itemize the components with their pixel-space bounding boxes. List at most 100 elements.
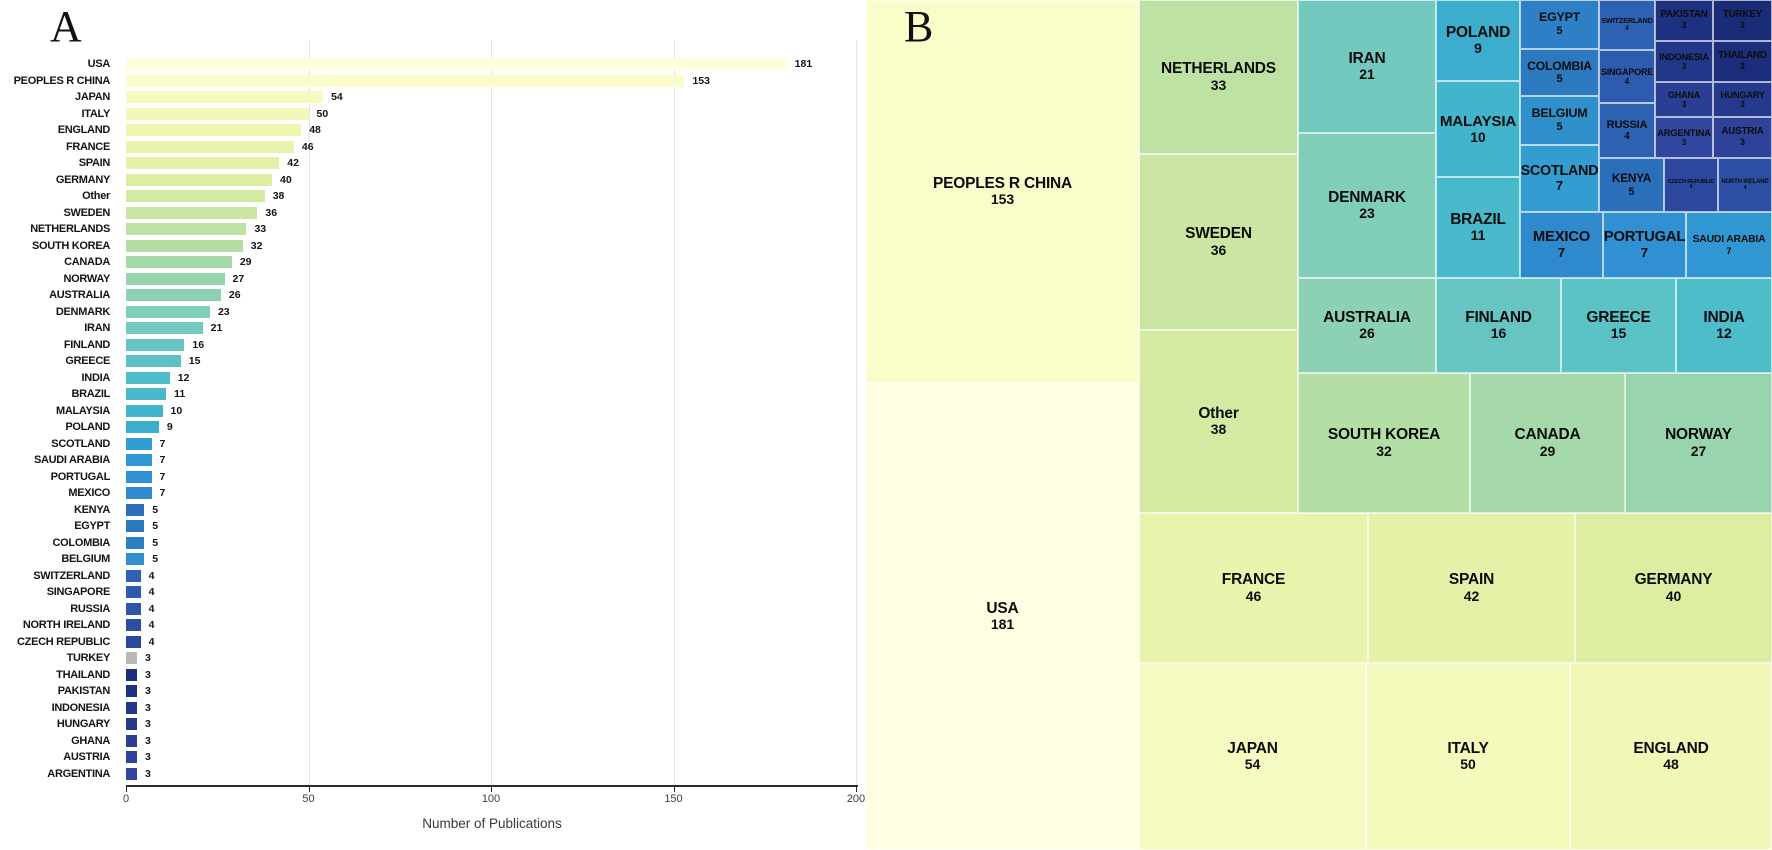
bar-value-label: 32: [250, 239, 263, 252]
tile-value-label: 5: [1556, 25, 1563, 38]
tile-value-label: 11: [1470, 227, 1486, 244]
bar-track: 9: [126, 419, 866, 436]
bar: [126, 239, 243, 252]
bar: [126, 124, 302, 137]
bar-value-label: 7: [159, 437, 166, 450]
panel-a-label: A: [50, 2, 82, 51]
bar-row: SCOTLAND 7: [0, 436, 866, 453]
bar-row: GHANA 3: [0, 733, 866, 750]
bar-value-label: 3: [144, 668, 151, 681]
bar-row: KENYA 5: [0, 502, 866, 519]
treemap-tile-kenya: KENYA 5: [1599, 158, 1664, 212]
bar: [126, 536, 145, 549]
gridline: [856, 40, 857, 785]
bar-value-label: 7: [159, 470, 166, 483]
bar-row: ENGLAND 48: [0, 122, 866, 139]
bar-row: DENMARK 23: [0, 304, 866, 321]
tile-country-label: EGYPT: [1539, 10, 1580, 25]
bar-track: 7: [126, 469, 866, 486]
tile-value-label: 3: [1740, 137, 1745, 147]
panel-a-bar-chart: A USA 181 PEOPLES R CHINA 153 JAPAN 54 I…: [0, 0, 866, 850]
x-axis-line: [126, 785, 858, 787]
bar-value-label: 3: [144, 718, 151, 731]
treemap-tile-czech-republic: CZECH REPUBLIC 4: [1664, 158, 1718, 212]
bar-row: JAPAN 54: [0, 89, 866, 106]
tile-country-label: JAPAN: [1227, 739, 1278, 757]
tile-country-label: INDONESIA: [1659, 51, 1709, 62]
bar: [126, 91, 324, 104]
bar-row: POLAND 9: [0, 419, 866, 436]
x-tick: [856, 787, 857, 792]
bar-row: EGYPT 5: [0, 518, 866, 535]
bar-track: 12: [126, 370, 866, 387]
bar-row: SPAIN 42: [0, 155, 866, 172]
gridline: [308, 40, 310, 785]
bar-row: AUSTRIA 3: [0, 749, 866, 766]
tile-country-label: ENGLAND: [1633, 739, 1709, 757]
bar-track: 29: [126, 254, 866, 271]
bar-value-label: 4: [148, 586, 155, 599]
bar-track: 54: [126, 89, 866, 106]
bar-value-label: 153: [692, 74, 710, 87]
bar-track: 7: [126, 452, 866, 469]
bar-value-label: 21: [210, 322, 223, 335]
treemap-tile-malaysia: MALAYSIA 10: [1436, 81, 1520, 177]
bar: [126, 371, 170, 384]
tile-country-label: KENYA: [1611, 171, 1652, 186]
x-tick-label: 0: [122, 793, 130, 805]
bar-row: GREECE 15: [0, 353, 866, 370]
treemap-tile-colombia: COLOMBIA 5: [1520, 49, 1599, 96]
bar-row: TURKEY 3: [0, 650, 866, 667]
bar-track: 153: [126, 73, 866, 90]
tile-country-label: SAUDI ARABIA: [1692, 233, 1766, 245]
treemap-tile-saudi-arabia: SAUDI ARABIA 7: [1686, 212, 1772, 278]
tile-country-label: DENMARK: [1328, 188, 1406, 206]
bar-row: Other 38: [0, 188, 866, 205]
bar-category-label: SCOTLAND: [51, 437, 110, 450]
bar-value-label: 50: [316, 107, 329, 120]
treemap-tile-hungary: HUNGARY 3: [1713, 82, 1772, 117]
bar-row: ARGENTINA 3: [0, 766, 866, 783]
tile-country-label: PAKISTAN: [1660, 9, 1708, 21]
tile-value-label: 40: [1665, 587, 1682, 604]
bar: [126, 685, 137, 698]
bar-track: 38: [126, 188, 866, 205]
bar-row: THAILAND 3: [0, 667, 866, 684]
bar: [126, 256, 232, 269]
bar-row: BELGIUM 5: [0, 551, 866, 568]
tile-value-label: 32: [1376, 442, 1392, 459]
treemap-tile-canada: CANADA 29: [1470, 373, 1625, 513]
bar-track: 4: [126, 568, 866, 585]
x-tick: [126, 787, 127, 792]
bar-value-label: 16: [192, 338, 205, 351]
bar-row: ITALY 50: [0, 106, 866, 123]
bar-category-label: NORWAY: [63, 272, 111, 285]
bar: [126, 272, 225, 285]
bar: [126, 751, 137, 764]
bar-category-label: RUSSIA: [70, 602, 110, 615]
tile-country-label: AUSTRALIA: [1323, 308, 1411, 326]
bar-row: RUSSIA 4: [0, 601, 866, 618]
bar-category-label: KENYA: [74, 503, 110, 516]
bar-track: 3: [126, 700, 866, 717]
x-tick-label: 150: [664, 793, 683, 805]
bar-track: 11: [126, 386, 866, 403]
tile-country-label: USA: [986, 599, 1019, 617]
tile-value-label: 4: [1624, 77, 1630, 86]
treemap-tile-denmark: DENMARK 23: [1298, 133, 1436, 278]
treemap-tile-greece: GREECE 15: [1561, 278, 1676, 373]
bar-value-label: 54: [331, 91, 343, 104]
bar: [126, 652, 137, 665]
bar-track: 46: [126, 139, 866, 156]
bar-row: IRAN 21: [0, 320, 866, 337]
bar-value-label: 42: [287, 157, 299, 170]
bar: [126, 767, 137, 780]
bar-track: 3: [126, 749, 866, 766]
treemap: PEOPLES R CHINA 153 USA 181 NETHERLANDS …: [866, 0, 1772, 850]
tile-value-label: 33: [1210, 76, 1227, 93]
tile-country-label: CZECH REPUBLIC: [1667, 179, 1715, 186]
tile-country-label: BRAZIL: [1450, 210, 1506, 228]
bar: [126, 190, 265, 203]
bar-value-label: 4: [148, 619, 155, 632]
bar-row: PORTUGAL 7: [0, 469, 866, 486]
